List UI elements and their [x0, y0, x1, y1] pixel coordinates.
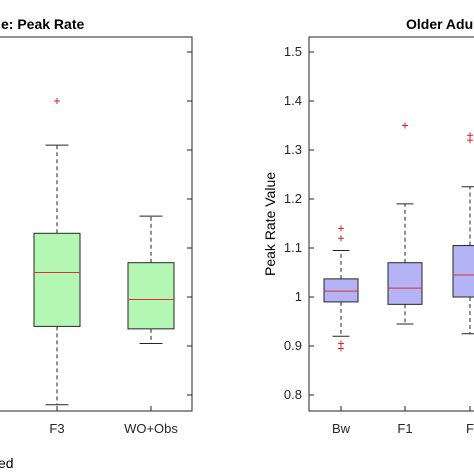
right-boxplot-panel: Older Adu Peak Rate Value 0.8 0.9 1 1.1 1.2 1… — [262, 16, 474, 436]
left-boxplot-panel: e: Peak Rate ed F3 WO+Obs — [0, 16, 193, 471]
outlier-right-2-1 — [467, 137, 473, 144]
outlier-right-0-0 — [338, 225, 344, 232]
right-xtick-label-0: Bw — [332, 421, 351, 436]
box-right-1 — [387, 262, 423, 305]
right-chart-title: Older Adu — [406, 16, 473, 32]
right-ytick-label-2: 1 — [295, 289, 302, 304]
outlier-right-1-0 — [402, 122, 408, 129]
right-ylabel: Peak Rate Value — [262, 172, 278, 276]
outlier-left-0-0 — [54, 98, 60, 104]
right-ytick-label-6: 1.4 — [284, 93, 302, 108]
left-xlabel-partial: ed — [0, 455, 14, 471]
right-plot-frame — [308, 36, 474, 412]
left-chart-title: e: Peak Rate — [1, 16, 84, 32]
right-ytick-label-5: 1.3 — [284, 142, 302, 157]
right-ytick-label-3: 1.1 — [284, 240, 302, 255]
box-right-0 — [323, 278, 359, 303]
left-xtick-label-1: WO+Obs — [124, 421, 178, 436]
right-ytick-label-0: 0.8 — [284, 387, 302, 402]
outlier-right-0-3 — [338, 345, 344, 352]
left-xtick-label-0: F3 — [49, 421, 64, 436]
box-left-0 — [33, 232, 81, 327]
box-left-1 — [127, 262, 175, 330]
box-right-2 — [452, 245, 474, 298]
left-plot-frame — [0, 36, 193, 412]
right-xtick-label-1: F1 — [397, 421, 412, 436]
outlier-right-0-1 — [338, 235, 344, 242]
right-ytick-label-1: 0.9 — [284, 338, 302, 353]
right-ytick-label-4: 1.2 — [284, 191, 302, 206]
right-xtick-label-2: F — [466, 421, 474, 436]
right-ytick-label-7: 1.5 — [284, 44, 302, 59]
